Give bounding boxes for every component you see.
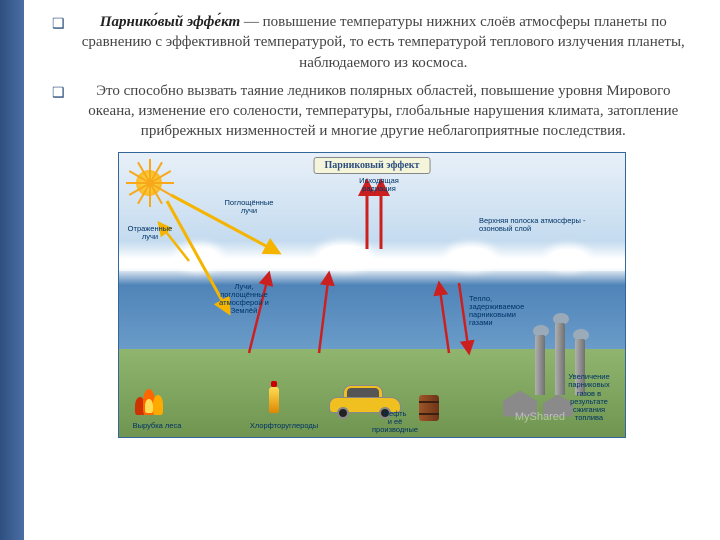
spray-can-icon bbox=[269, 387, 279, 413]
diagram-container: Парниковый эффект bbox=[52, 152, 692, 438]
paragraph-1: ❑ Парнико́вый эффе́кт — повышение темпер… bbox=[52, 12, 692, 73]
fire-icon bbox=[133, 387, 165, 415]
defined-term: Парнико́вый эффе́кт bbox=[100, 14, 240, 30]
label-oil: Нефть и её производные bbox=[367, 410, 423, 435]
greenhouse-diagram: Парниковый эффект bbox=[118, 152, 626, 438]
sun-icon bbox=[125, 159, 173, 207]
slide-content: ❑ Парнико́вый эффе́кт — повышение темпер… bbox=[24, 0, 720, 540]
slide-accent-bar bbox=[0, 0, 24, 540]
paragraph-2-text: Это способно вызвать таяние ледников пол… bbox=[75, 81, 692, 142]
label-deforestation: Вырубка леса bbox=[127, 422, 187, 430]
label-heat-trapped: Тепло, задерживаемое парниковыми газами bbox=[469, 295, 549, 328]
paragraph-2: ❑ Это способно вызвать таяние ледников п… bbox=[52, 81, 692, 142]
spray-cap bbox=[271, 381, 277, 387]
label-cfc: Хлорфторуглероды bbox=[239, 422, 329, 430]
watermark: MyShared bbox=[515, 411, 565, 423]
label-upper-atm: Верхняя полоска атмосферы - озоновый сло… bbox=[479, 217, 619, 234]
label-absorbed-atm: Лучи, поглощённые атмосферой и Землёй bbox=[209, 283, 279, 316]
label-outgoing: Исходящая радиация bbox=[349, 177, 409, 194]
bullet-icon: ❑ bbox=[52, 85, 65, 102]
diagram-title: Парниковый эффект bbox=[314, 157, 431, 174]
bullet-icon: ❑ bbox=[52, 16, 65, 33]
label-reflected: Отраженные лучи bbox=[125, 225, 175, 242]
chimney-icon bbox=[535, 335, 545, 395]
label-ghg-increase: Увеличение парниковых газов в результате… bbox=[557, 373, 621, 423]
paragraph-1-text: Парнико́вый эффе́кт — повышение температ… bbox=[75, 12, 692, 73]
label-absorbed-rays: Поглощённые лучи bbox=[219, 199, 279, 216]
